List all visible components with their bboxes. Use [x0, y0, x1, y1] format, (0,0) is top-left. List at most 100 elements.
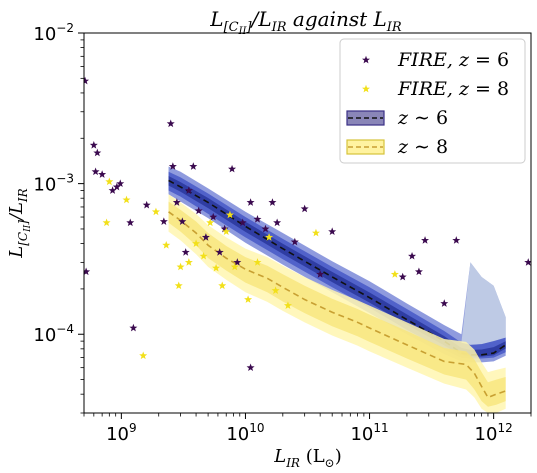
scatter-point-z6-30 — [253, 215, 262, 223]
band-z6-spike — [461, 262, 506, 345]
band-z6-mid — [168, 171, 506, 359]
scatter-point-z6-43 — [452, 236, 461, 244]
scatter-point-z6-44 — [524, 258, 531, 266]
scatter-point-z6-33 — [273, 218, 282, 227]
band-z8-inner — [168, 201, 506, 407]
scatter-point-z6-2 — [89, 140, 98, 149]
scatter-point-z6-10 — [129, 323, 138, 332]
legend-marker-0 — [362, 55, 370, 64]
scatter-point-z8-5 — [162, 241, 171, 249]
scatter-point-z6-42 — [440, 299, 449, 307]
scatter-point-z8-9 — [192, 239, 201, 247]
scatter-point-z6-25 — [228, 164, 237, 173]
axis-ticks: 109 1010 1011 1012 10−4 10−3 10−2 — [33, 21, 532, 445]
scatter-point-z8-1 — [105, 177, 114, 186]
scatter-point-z6-38 — [398, 272, 407, 281]
scatter-point-z6-22 — [209, 212, 218, 221]
scatter-point-z8-12 — [212, 263, 221, 272]
scatter-point-z6-19 — [189, 162, 198, 170]
band-z6-outer — [168, 166, 506, 363]
scatter-point-z6-36 — [316, 270, 325, 278]
scatter-point-z6-16 — [178, 217, 187, 225]
scatter-point-z6-6 — [108, 186, 117, 194]
scatter-point-z8-4 — [151, 207, 160, 216]
x-tick-label-2: 1011 — [350, 421, 388, 445]
scatter-point-z8-10 — [199, 251, 208, 260]
scatter-point-z8-14 — [222, 227, 231, 236]
x-tick-label-0: 109 — [106, 421, 137, 445]
scatter-point-z6-1 — [84, 267, 91, 276]
scatter-point-z6-29 — [246, 363, 255, 372]
legend-label-3: z ∼ 8 — [397, 136, 448, 158]
median-line-z8 — [168, 211, 506, 399]
legend-marker-1 — [362, 84, 370, 93]
scatter-point-z8-13 — [218, 281, 227, 290]
scatter-point-z6-0 — [84, 76, 90, 85]
scatter-point-z8-21 — [283, 301, 292, 309]
scatter-point-z6-34 — [290, 237, 299, 246]
scatter-point-z6-23 — [215, 248, 224, 256]
scatter-point-z6-7 — [112, 182, 121, 191]
scatter-point-z6-24 — [220, 224, 229, 233]
x-tick-label-3: 1012 — [475, 421, 513, 445]
y-tick-label-0: 10−4 — [33, 322, 74, 346]
scatter-point-z6-8 — [116, 179, 125, 188]
scatter-point-z6-41 — [421, 236, 430, 244]
scatter-point-z8-0 — [102, 218, 111, 227]
scatter-point-z6-21 — [201, 233, 210, 241]
scatter-point-z6-39 — [408, 251, 417, 260]
legend-label-0: FIRE, z = 6 — [397, 49, 509, 71]
scatter-point-z6-15 — [172, 198, 181, 206]
svg-text:L[CII]/LIR against LIR: L[CII]/LIR against LIR — [209, 7, 402, 37]
chart-title: L[CII]/LIR against LIR — [209, 7, 402, 37]
legend: FIRE, z = 6 FIRE, z = 8 z ∼ 6 z ∼ 8 — [339, 38, 526, 164]
legend-label-2: z ∼ 6 — [397, 107, 448, 129]
scatter-point-z6-31 — [261, 224, 270, 233]
scatter-point-z6-9 — [126, 218, 135, 227]
scatter-point-z8-3 — [139, 351, 148, 360]
scatter-point-z8-16 — [230, 262, 239, 271]
legend-box — [339, 38, 526, 164]
median-line-z6 — [168, 179, 507, 356]
scatter-point-z8-8 — [184, 258, 193, 266]
scatter-point-z6-28 — [246, 198, 255, 206]
scatter-point-z6-4 — [91, 167, 100, 176]
legend-label-1: FIRE, z = 8 — [397, 78, 509, 100]
svg-text:L[CII]/LIR: L[CII]/LIR — [6, 188, 33, 258]
x-axis-label: LIR (L⊙) — [273, 446, 342, 470]
x-tick-label-1: 1010 — [226, 421, 264, 445]
scatter-point-z6-5 — [98, 170, 107, 178]
scatter-point-z8-6 — [174, 281, 183, 290]
scatter-point-z6-32 — [268, 198, 277, 206]
scatter-point-z6-26 — [233, 258, 242, 266]
y-tick-label-1: 10−3 — [33, 172, 74, 196]
scatter-point-z6-12 — [159, 217, 168, 225]
y-axis-label: L[CII]/LIR — [6, 188, 33, 258]
scatter-point-z6-11 — [142, 200, 151, 209]
scatter-point-z8-18 — [253, 258, 262, 266]
scatter-point-z8-15 — [225, 210, 234, 219]
scatter-point-z8-11 — [206, 218, 215, 227]
plot-area — [84, 76, 531, 413]
scatter-point-z6-27 — [238, 218, 247, 227]
scatter-point-z6-40 — [414, 267, 423, 276]
scatter-point-z8-22 — [311, 228, 320, 237]
scatter-point-z6-20 — [194, 206, 203, 215]
scatter-point-z8-7 — [176, 262, 185, 271]
scatter-point-z8-23 — [390, 270, 399, 278]
scatter-point-z8-2 — [122, 195, 131, 204]
scatter-point-z6-13 — [166, 119, 175, 128]
scatter-point-z6-17 — [181, 248, 190, 256]
axes-frame — [83, 32, 532, 414]
scatter-point-z6-35 — [300, 204, 309, 213]
scatter-point-z8-20 — [271, 286, 280, 294]
scatter-point-z8-19 — [265, 233, 274, 241]
y-tick-label-2: 10−2 — [33, 21, 74, 45]
scatter-point-z6-14 — [168, 162, 177, 170]
scatter-point-z6-37 — [328, 227, 337, 236]
svg-text:LIR (L⊙): LIR (L⊙) — [273, 446, 342, 470]
scatter-point-z8-17 — [244, 295, 253, 303]
scatter-point-z6-3 — [93, 148, 102, 157]
scatter-point-z6-18 — [184, 186, 193, 194]
